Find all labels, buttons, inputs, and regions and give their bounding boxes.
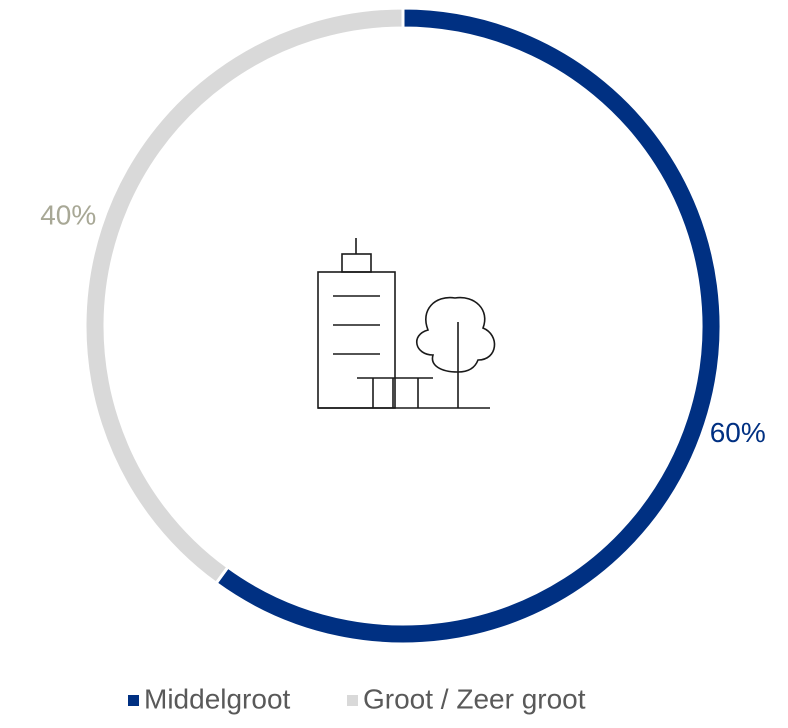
data-label: 40% [40, 200, 96, 231]
building-tree-icon [317, 238, 496, 409]
legend-swatch [347, 695, 358, 706]
donut-segment [83, 6, 405, 586]
legend-label: Middelgroot [144, 683, 291, 714]
legend-label: Groot / Zeer groot [363, 683, 586, 714]
legend-swatch [128, 695, 139, 706]
data-label: 60% [710, 417, 766, 448]
donut-segment [213, 6, 723, 646]
